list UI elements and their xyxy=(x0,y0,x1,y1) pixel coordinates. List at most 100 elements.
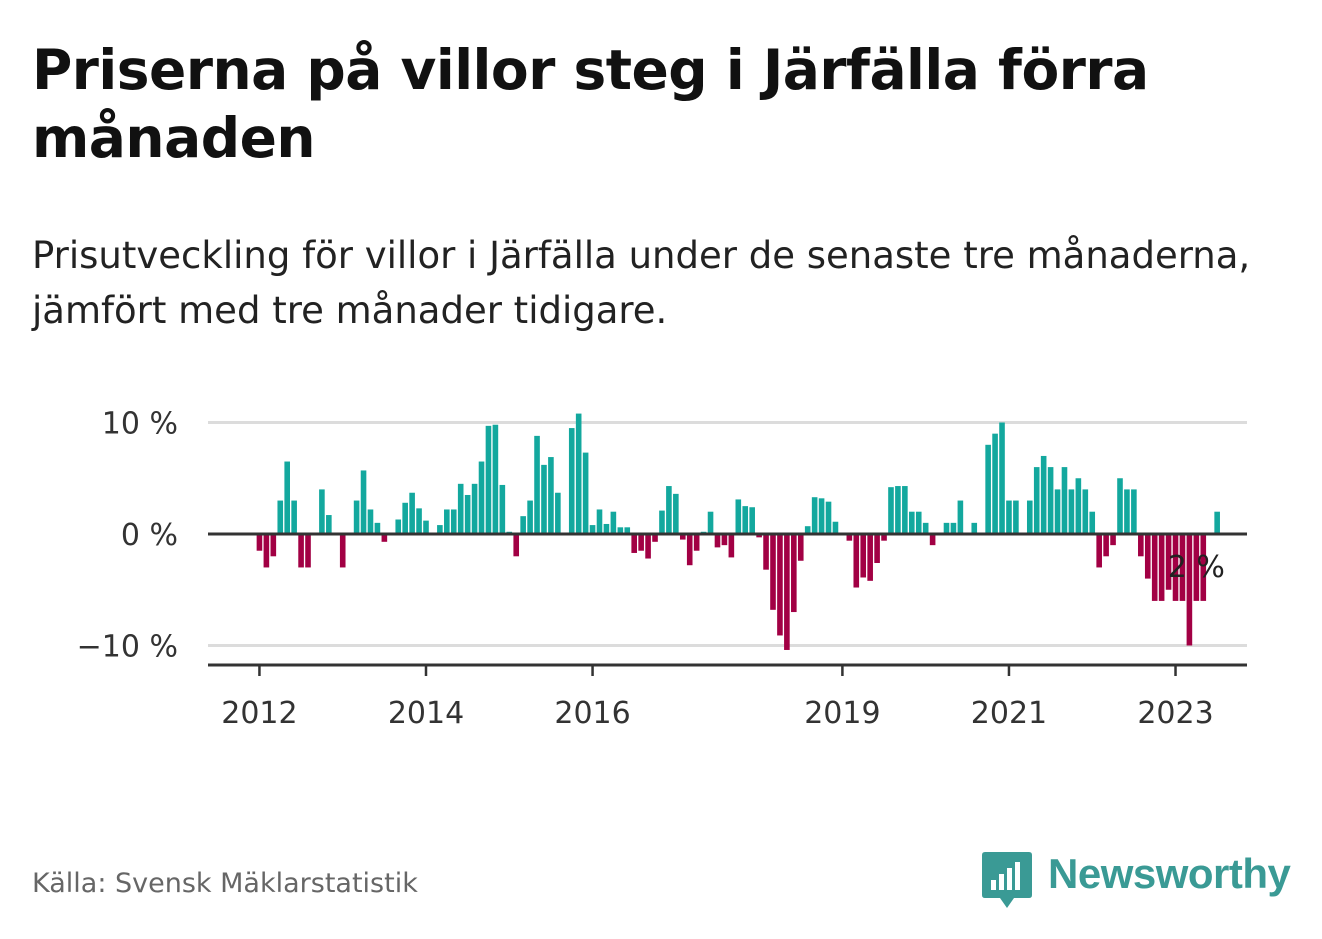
x-tick-label: 2019 xyxy=(804,696,880,731)
bar xyxy=(1047,467,1054,534)
bar xyxy=(555,492,561,534)
bar xyxy=(513,534,520,557)
bar xyxy=(1158,534,1165,601)
bar xyxy=(950,522,957,534)
gridlines xyxy=(208,421,1247,647)
brand-name: Newsworthy xyxy=(1048,850,1291,897)
bar xyxy=(1165,534,1172,590)
bar xyxy=(270,534,277,557)
bar xyxy=(659,510,665,534)
bar xyxy=(610,511,617,534)
y-tick-label: 10 % xyxy=(102,407,178,442)
bar xyxy=(1082,489,1089,534)
bar xyxy=(374,522,381,534)
bar xyxy=(402,502,408,534)
bar xyxy=(985,444,991,534)
y-axis-labels: 10 % 0 % −10 % xyxy=(77,407,178,665)
bar xyxy=(1026,500,1033,534)
bar xyxy=(811,497,818,534)
bar xyxy=(728,534,735,558)
bar xyxy=(1075,478,1082,534)
bar xyxy=(1138,534,1144,557)
bar xyxy=(444,509,450,534)
bar xyxy=(527,500,533,534)
bar xyxy=(457,483,464,534)
bar xyxy=(867,534,873,581)
bar xyxy=(791,534,797,613)
bar xyxy=(721,534,728,546)
x-tick-label: 2012 xyxy=(221,696,297,731)
bar xyxy=(742,506,749,534)
bar xyxy=(353,500,360,534)
bar xyxy=(1061,467,1068,534)
bar xyxy=(1214,511,1220,534)
bar xyxy=(624,527,631,534)
bar xyxy=(568,428,575,534)
bar xyxy=(1193,534,1200,601)
bar xyxy=(541,464,547,534)
bar xyxy=(485,425,492,534)
bar xyxy=(1006,500,1012,534)
bar xyxy=(1089,511,1096,534)
x-tick-label: 2016 xyxy=(554,696,630,731)
bar xyxy=(520,516,526,534)
x-axis-labels: 2012 2014 2016 2019 2021 2023 xyxy=(221,696,1213,731)
bar xyxy=(749,507,755,534)
source-credit: Källa: Svensk Mäklarstatistik xyxy=(32,868,418,899)
bar xyxy=(652,534,658,542)
bar xyxy=(1131,489,1137,534)
bar xyxy=(1117,478,1123,534)
y-tick-label: −10 % xyxy=(77,630,178,665)
bar xyxy=(603,523,610,534)
bar xyxy=(589,525,596,534)
bar xyxy=(943,522,950,534)
bar xyxy=(686,534,693,566)
bar xyxy=(874,534,880,563)
bar xyxy=(797,534,804,561)
bar xyxy=(707,511,714,534)
bar xyxy=(1151,534,1158,601)
bar xyxy=(305,534,311,568)
bar xyxy=(770,534,776,610)
bar xyxy=(381,534,388,542)
bar xyxy=(971,522,978,534)
bar xyxy=(693,534,700,551)
bar xyxy=(534,435,540,534)
bar xyxy=(263,534,270,568)
bar xyxy=(284,461,290,534)
bar xyxy=(631,534,637,553)
bar xyxy=(853,534,860,588)
bar xyxy=(1124,489,1130,534)
bar xyxy=(437,525,443,534)
bar xyxy=(735,499,742,534)
bar xyxy=(763,534,769,570)
bar xyxy=(575,413,582,534)
bar xyxy=(360,470,367,534)
bar xyxy=(326,515,332,534)
bar xyxy=(895,486,901,534)
bar xyxy=(464,494,471,534)
bar xyxy=(1096,534,1102,568)
bar xyxy=(1172,534,1179,601)
bar xyxy=(888,487,894,534)
bar xyxy=(395,519,402,534)
bar xyxy=(1103,534,1109,557)
bar xyxy=(1068,489,1075,534)
bar xyxy=(492,424,499,534)
bar xyxy=(617,527,624,534)
bar xyxy=(992,433,998,534)
bar xyxy=(999,422,1005,534)
bar xyxy=(339,534,346,568)
chart-subtitle: Prisutveckling för villor i Järfälla und… xyxy=(32,234,1251,332)
bar xyxy=(804,526,811,534)
bar xyxy=(860,534,867,578)
bar xyxy=(832,521,839,534)
bar xyxy=(902,486,908,534)
bar xyxy=(825,501,832,534)
latest-value-label: 2 % xyxy=(1168,550,1225,585)
x-tick-label: 2014 xyxy=(388,696,464,731)
bar xyxy=(291,500,297,534)
bar xyxy=(423,520,429,534)
bar xyxy=(319,489,325,534)
bar xyxy=(1040,455,1047,534)
